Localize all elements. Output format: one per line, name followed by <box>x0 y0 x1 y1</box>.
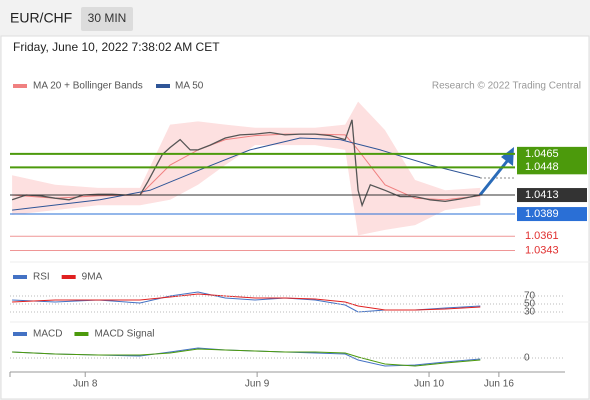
legend-label: MA 20 + Bollinger Bands <box>33 81 143 92</box>
source: Research © 2022 Trading Central <box>432 81 581 92</box>
legend-swatch <box>61 275 76 279</box>
chart-panel <box>0 35 590 400</box>
x-tick-label: Jun 9 <box>245 379 270 390</box>
legend-label: MACD Signal <box>94 329 154 340</box>
legend-label: MACD <box>33 329 62 340</box>
legend-label: 9MA <box>82 272 103 283</box>
interval-button[interactable] <box>81 7 133 31</box>
legend-swatch <box>74 332 89 336</box>
y-tick-label: 0 <box>524 353 530 364</box>
level-box <box>517 207 587 222</box>
legend-swatch <box>13 332 27 336</box>
y-tick-label: 30 <box>524 307 536 318</box>
forecast-arrow <box>478 159 510 196</box>
level-label: 1.0361 <box>525 230 559 242</box>
level-box <box>517 146 587 161</box>
timestamp: Friday, June 10, 2022 7:38:02 AM CET <box>13 40 220 54</box>
level-box <box>517 188 587 203</box>
level-box <box>517 160 587 175</box>
legend-swatch <box>156 84 170 88</box>
indicator-line <box>12 293 481 311</box>
y-tick-label: 50 <box>524 299 536 310</box>
legend-swatch <box>13 275 27 279</box>
x-tick-label: Jun 10 <box>414 379 444 390</box>
level-label: 1.0389 <box>525 208 559 220</box>
indicator-line <box>12 348 481 367</box>
level-label: 1.0413 <box>525 189 559 201</box>
forecast-arrowhead <box>501 147 514 166</box>
legend-label: MA 50 <box>175 81 204 92</box>
level-label: 1.0343 <box>525 244 559 256</box>
symbol: EUR/CHF <box>10 10 72 26</box>
level-label: 1.0465 <box>525 148 559 160</box>
legend-label: RSI <box>33 272 50 283</box>
x-tick-label: Jun 8 <box>73 379 98 390</box>
interval-label[interactable]: 30 MIN <box>88 11 127 25</box>
legend-swatch <box>13 84 27 88</box>
x-tick-label: Jun 16 <box>484 379 514 390</box>
price-line <box>11 119 481 208</box>
level-label: 1.0448 <box>525 161 559 173</box>
y-tick-label: 70 <box>524 291 536 302</box>
